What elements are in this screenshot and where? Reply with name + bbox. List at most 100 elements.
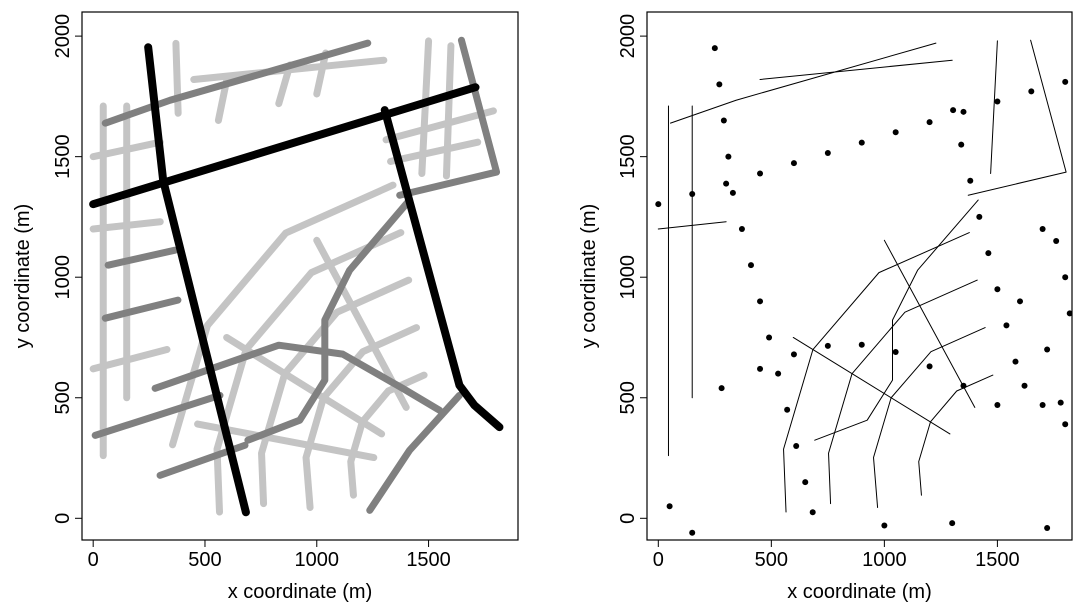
y-axis-title: y coordinate (m)	[12, 204, 34, 349]
road	[89, 138, 164, 161]
road	[442, 42, 455, 180]
point	[949, 520, 956, 527]
point	[723, 180, 730, 187]
point	[655, 201, 662, 208]
point	[1057, 399, 1064, 406]
road	[91, 391, 224, 439]
x-tick-label: 0	[88, 549, 99, 571]
y-tick-label: 500	[617, 381, 639, 414]
point	[1044, 346, 1051, 353]
road	[101, 296, 182, 322]
road	[144, 43, 250, 517]
road	[89, 83, 480, 209]
road	[883, 239, 976, 408]
road	[89, 346, 171, 373]
point	[1044, 524, 1051, 531]
point	[1039, 225, 1046, 232]
road	[918, 374, 994, 496]
point	[824, 342, 831, 349]
x-axis-title: x coordinate (m)	[228, 581, 373, 603]
point	[729, 189, 736, 196]
x-tick-label: 1500	[975, 549, 1020, 571]
point	[960, 108, 967, 115]
point	[976, 213, 983, 220]
frame	[81, 11, 519, 541]
point	[809, 509, 816, 516]
point	[1039, 401, 1046, 408]
road	[783, 232, 970, 513]
point	[1062, 78, 1069, 85]
point	[802, 479, 809, 486]
road	[670, 42, 937, 124]
point	[950, 107, 957, 114]
road	[382, 107, 497, 144]
point	[985, 250, 992, 257]
x-tick-label: 500	[755, 549, 788, 571]
y-tick-label: 0	[52, 513, 74, 524]
y-tick-label: 2000	[52, 14, 74, 59]
point	[892, 129, 899, 136]
x-tick-label: 1000	[862, 549, 907, 571]
y-tick-label: 500	[52, 381, 74, 414]
x-axis-title: x coordinate (m)	[787, 581, 932, 603]
point	[757, 365, 764, 372]
point	[958, 141, 965, 148]
point	[994, 286, 1001, 293]
x-tick-label: 500	[188, 549, 221, 571]
point	[1003, 322, 1010, 329]
point	[926, 363, 933, 370]
point	[1062, 421, 1069, 428]
point	[892, 348, 899, 355]
point	[757, 170, 764, 177]
road	[101, 39, 372, 127]
point	[994, 98, 1001, 105]
road	[792, 336, 951, 435]
point	[666, 503, 673, 510]
point	[793, 442, 800, 449]
road	[190, 56, 388, 84]
road	[759, 59, 953, 81]
road	[380, 106, 504, 432]
point	[1028, 88, 1035, 95]
point	[775, 370, 782, 377]
y-tick-label: 1500	[617, 134, 639, 179]
point	[738, 225, 745, 232]
point	[790, 160, 797, 167]
y-tick-label: 1000	[617, 255, 639, 300]
point	[711, 45, 718, 52]
point	[716, 81, 723, 88]
road	[387, 138, 482, 165]
road	[244, 196, 414, 444]
plot-area	[655, 39, 1072, 536]
road	[814, 199, 979, 441]
point	[1017, 298, 1024, 305]
road	[967, 39, 1067, 196]
panel: 0 500 1000 1500 0 500 1000 1500 2000 x coordinate…	[12, 11, 519, 603]
point	[718, 385, 725, 392]
point	[1066, 310, 1072, 317]
x-tick-label: 1000	[295, 549, 340, 571]
plot-area	[89, 36, 504, 517]
y-axis-title: y coordinate (m)	[578, 204, 600, 349]
road	[169, 181, 397, 449]
road	[89, 218, 164, 233]
road	[151, 341, 444, 414]
y-tick-label: 0	[617, 513, 639, 524]
point	[766, 334, 773, 341]
frame	[646, 11, 1073, 541]
point	[824, 150, 831, 157]
road	[172, 39, 182, 117]
point	[858, 139, 865, 146]
road	[366, 391, 463, 514]
road	[313, 49, 330, 98]
point	[994, 401, 1001, 408]
road	[104, 246, 179, 269]
point	[747, 262, 754, 269]
point	[757, 298, 764, 305]
panel: 0 500 1000 1500 0 500 1000 1500 2000 x coordinate…	[578, 11, 1073, 603]
road	[828, 279, 978, 505]
point	[1053, 238, 1060, 245]
road	[990, 40, 998, 175]
y-tick-label: 1000	[52, 255, 74, 300]
